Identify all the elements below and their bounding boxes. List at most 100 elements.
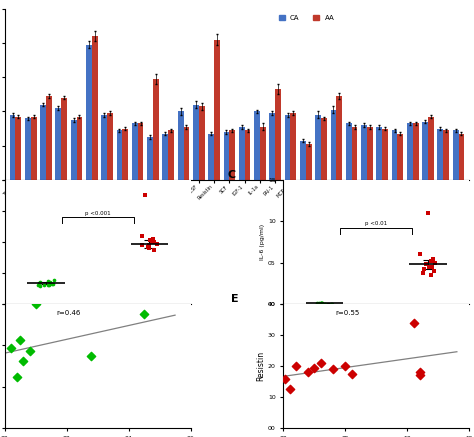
Bar [315, 115, 321, 180]
Bar [367, 127, 373, 180]
Bar [260, 127, 266, 180]
Point [7, 344, 15, 351]
Point [32, 301, 39, 308]
Bar [382, 128, 388, 180]
Point [327, 300, 334, 307]
Point [314, 300, 321, 307]
Point [317, 360, 324, 367]
Bar [428, 117, 434, 180]
Bar [46, 96, 52, 180]
Point [426, 264, 433, 271]
Point [410, 319, 417, 326]
Text: E: E [231, 294, 239, 304]
Bar [254, 111, 260, 180]
Bar [9, 115, 16, 180]
Bar [300, 141, 306, 180]
Bar [275, 89, 281, 180]
Point [315, 300, 322, 307]
Bar [163, 134, 168, 180]
Point [46, 279, 54, 286]
Bar [178, 111, 183, 180]
Point [416, 372, 423, 379]
Bar [199, 106, 205, 180]
Point [318, 300, 325, 307]
Bar [229, 130, 235, 180]
Bar [285, 115, 291, 180]
Point [19, 357, 27, 364]
Point [140, 311, 148, 318]
Point [422, 261, 430, 268]
Legend: CA, AA: CA, AA [276, 12, 337, 24]
Point [50, 277, 57, 284]
Bar [147, 137, 153, 180]
Point [417, 251, 424, 258]
Bar [453, 130, 458, 180]
Bar [438, 128, 443, 180]
Point [48, 281, 56, 288]
Point [142, 192, 149, 199]
Point [44, 281, 52, 288]
Bar [376, 127, 382, 180]
Point [149, 236, 157, 243]
Point [150, 239, 158, 246]
Point [34, 281, 42, 288]
Bar [132, 124, 137, 180]
Point [145, 243, 152, 250]
Y-axis label: Resistin: Resistin [256, 351, 265, 381]
Point [281, 375, 289, 382]
Bar [422, 122, 428, 180]
Bar [122, 128, 128, 180]
Point [420, 266, 428, 273]
Point [427, 257, 434, 264]
Bar [77, 117, 82, 180]
Bar [107, 113, 113, 180]
Bar [352, 127, 357, 180]
Point [146, 237, 154, 244]
Point [44, 277, 52, 284]
Point [17, 337, 24, 344]
Bar [392, 130, 397, 180]
Point [317, 300, 325, 307]
Point [154, 240, 161, 247]
Point [342, 363, 349, 370]
Bar [55, 108, 61, 180]
Bar [61, 98, 67, 180]
Point [36, 278, 44, 285]
Bar [337, 96, 342, 180]
Bar [168, 130, 174, 180]
Bar [193, 104, 199, 180]
Bar [25, 118, 31, 180]
Bar [153, 79, 159, 180]
Bar [224, 132, 229, 180]
Point [328, 300, 336, 307]
Point [429, 255, 437, 262]
Point [319, 300, 326, 307]
Point [416, 369, 423, 376]
Point [431, 259, 438, 266]
Text: r=0.55: r=0.55 [336, 310, 360, 316]
Point [419, 269, 427, 276]
Point [286, 386, 293, 393]
Point [292, 363, 300, 370]
Point [304, 369, 312, 376]
Point [35, 280, 43, 287]
Point [36, 283, 44, 290]
Point [431, 267, 438, 274]
Point [88, 352, 95, 359]
Point [138, 232, 146, 239]
Bar [137, 124, 144, 180]
Bar [443, 130, 449, 180]
Bar [245, 130, 250, 180]
Bar [214, 40, 220, 180]
Point [13, 373, 21, 380]
Bar [92, 36, 98, 180]
Bar [40, 104, 46, 180]
Bar [71, 120, 77, 180]
Point [318, 300, 325, 307]
Point [317, 300, 324, 307]
Text: r=0.46: r=0.46 [57, 310, 81, 316]
Bar [397, 134, 403, 180]
Point [46, 282, 53, 289]
Point [348, 371, 356, 378]
Point [40, 282, 48, 289]
